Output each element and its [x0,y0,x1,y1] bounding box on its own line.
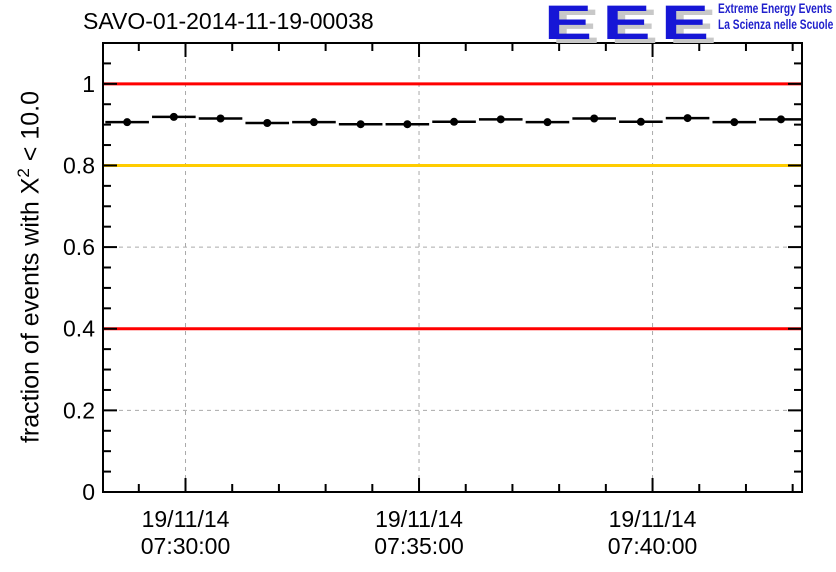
y-tick-label: 1 [82,71,95,97]
data-point [450,117,459,126]
y-axis-title-suffix: < 10.0 [16,90,45,169]
data-point [216,114,225,123]
eee-logo-line2: La Scienza nelle Scuole [718,15,834,32]
data-point [636,117,645,126]
data-point [496,115,505,124]
data-point [309,118,318,127]
eee-logo-line1: Extreme Energy Events [718,0,833,16]
data-point [123,118,132,127]
y-axis-title-text: fraction of events with X [16,177,45,444]
data-point [169,112,178,121]
x-tick-label: 19/11/14 07:30:00 [141,506,231,559]
data-point [356,120,365,129]
data-point [590,114,599,123]
y-tick-label: 0.2 [63,397,95,423]
data-point [730,118,739,127]
y-axis-title: fraction of events with X2 < 10.0 [9,17,44,517]
eee-logo: EEE Extreme Energy Events La Scienza nel… [544,0,836,50]
data-point [263,119,272,128]
plot-title: SAVO-01-2014-11-19-00038 [83,8,374,34]
y-tick-label: 0.6 [63,234,95,260]
data-point [776,115,785,124]
eee-logo-text: Extreme Energy Events La Scienza nelle S… [718,0,834,32]
y-axis-title-superscript: 2 [14,168,33,178]
plot-frame [102,42,803,493]
data-point [403,120,412,129]
y-tick-label: 0.8 [63,152,95,178]
y-tick-label: 0.4 [63,316,95,342]
x-tick-label: 19/11/14 07:35:00 [374,506,464,559]
eee-logo-acronym: EEE [544,0,720,50]
data-point [543,118,552,127]
x-tick-label: 19/11/14 07:40:00 [608,506,698,559]
y-tick-label: 0 [82,479,95,505]
data-point [683,114,692,123]
